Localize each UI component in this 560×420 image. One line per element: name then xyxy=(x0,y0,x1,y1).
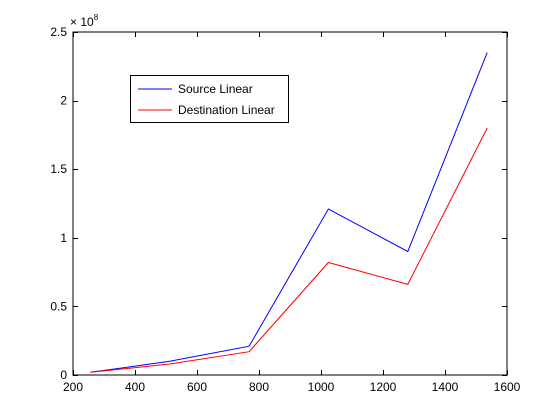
x-tick-label: 600 xyxy=(187,380,207,394)
y-exponent-power: 8 xyxy=(94,13,99,22)
x-tick-label: 400 xyxy=(125,380,145,394)
series-group xyxy=(90,52,488,373)
axes: 200 400 600 800 1000 1200 1400 1600 0 0.5 1 1.5 2 2.5… xyxy=(50,13,520,394)
x-tick-label: 1200 xyxy=(370,380,397,394)
x-tick-label: 1400 xyxy=(432,380,459,394)
y-tick-label: 1 xyxy=(60,231,67,245)
y-tick-label: 2 xyxy=(60,94,67,108)
x-tick-label: 1000 xyxy=(308,380,335,394)
x-tick-label: 200 xyxy=(63,380,83,394)
legend-label: Destination Linear xyxy=(178,103,275,117)
series-line-destination-linear xyxy=(90,127,488,373)
x-tick-label: 1600 xyxy=(494,380,521,394)
legend-box xyxy=(130,75,289,123)
y-tick-label: 0 xyxy=(60,368,67,382)
y-exponent-base: × 10 xyxy=(70,15,94,29)
y-tick-label: 2.5 xyxy=(50,25,67,39)
y-tick-label: 1.5 xyxy=(50,162,67,176)
y-exponent-label: × 108 xyxy=(70,13,99,29)
legend: Source Linear Destination Linear xyxy=(130,75,289,123)
x-tick-label: 800 xyxy=(249,380,269,394)
legend-label: Source Linear xyxy=(178,82,253,96)
series-line-source-linear xyxy=(90,52,488,373)
y-tick-label: 0.5 xyxy=(50,299,67,313)
